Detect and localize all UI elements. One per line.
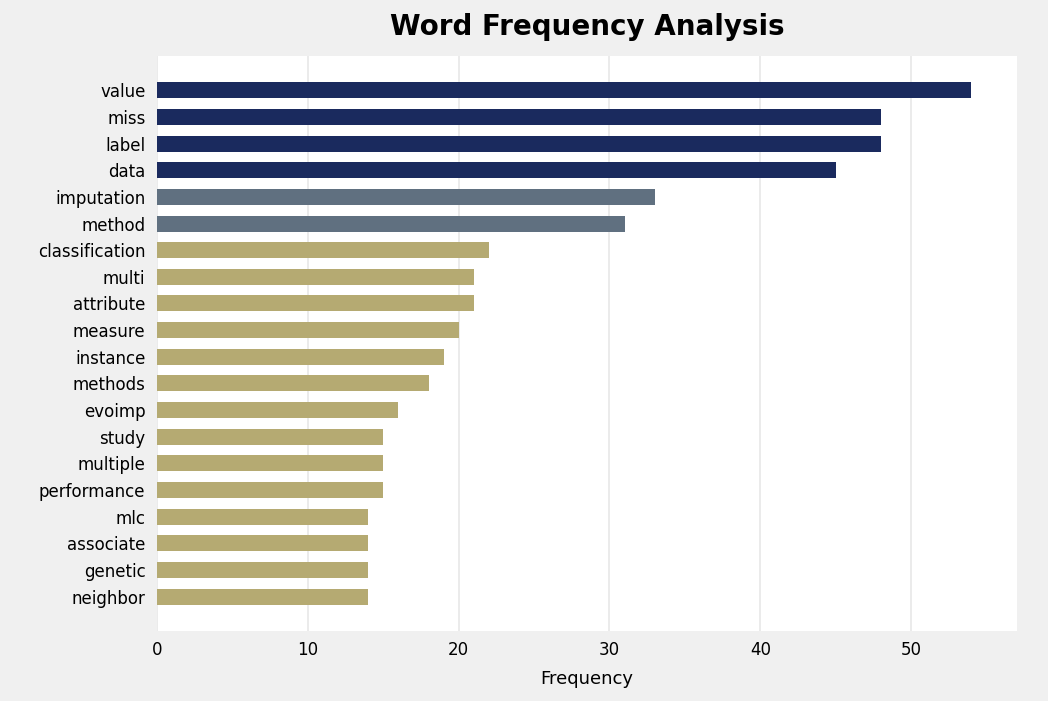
Title: Word Frequency Analysis: Word Frequency Analysis [390,13,784,41]
Bar [157,82,971,98]
Bar [157,109,881,125]
Bar [157,349,443,365]
Bar [157,456,384,472]
Bar [157,189,655,205]
Bar [157,135,881,151]
Bar [157,589,368,605]
Bar [157,536,368,552]
Bar [157,322,459,338]
Bar [157,215,625,231]
X-axis label: Frequency: Frequency [541,669,633,688]
Bar [157,269,474,285]
Bar [157,402,398,418]
Bar [157,296,474,311]
Bar [157,162,835,178]
Bar [157,429,384,445]
Bar [157,376,429,391]
Bar [157,562,368,578]
Bar [157,509,368,525]
Bar [157,242,488,258]
Bar [157,482,384,498]
